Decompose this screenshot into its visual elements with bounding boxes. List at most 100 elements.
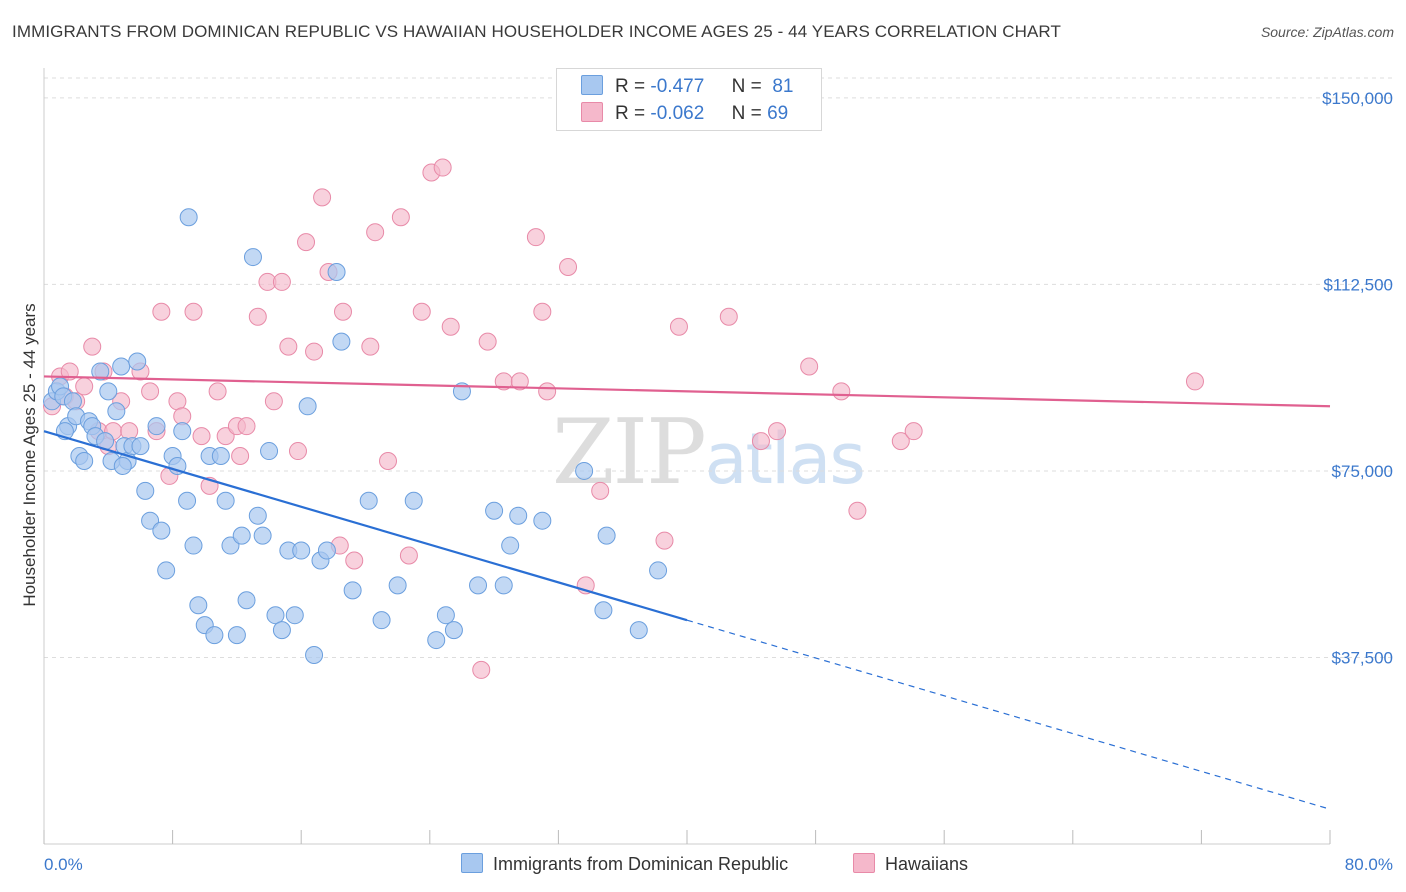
data-point-hawaiians [264, 392, 283, 411]
data-point-hawaiians [237, 417, 256, 436]
data-point-hawaiians [832, 382, 851, 401]
data-point-hawaiians [848, 501, 867, 520]
data-point-hawaiians [192, 427, 211, 446]
data-point-dominican [272, 621, 291, 640]
data-point-hawaiians [1185, 372, 1204, 391]
data-point-dominican [649, 561, 668, 580]
data-point-hawaiians [533, 302, 552, 321]
trend-line-dominican [43, 430, 688, 622]
data-point-dominican [107, 402, 126, 421]
x-tick-label: 80.0% [1345, 855, 1393, 874]
data-point-dominican [173, 422, 192, 441]
data-point-hawaiians [60, 362, 79, 381]
data-point-dominican [292, 541, 311, 560]
bottom-legend-label-hawaiians: Hawaiians [885, 854, 969, 874]
data-point-dominican [63, 392, 82, 411]
y-tick-label: $37,500 [1332, 648, 1393, 667]
data-point-hawaiians [216, 427, 235, 446]
data-point-hawaiians [719, 307, 738, 326]
data-point-hawaiians [559, 258, 578, 277]
data-point-dominican [332, 332, 351, 351]
data-point-dominican [494, 576, 513, 595]
data-point-dominican [629, 621, 648, 640]
data-point-dominican [179, 208, 198, 227]
data-point-dominican [152, 521, 171, 540]
data-point-dominican [221, 536, 240, 555]
bottom-legend-hawaiians: Hawaiians [853, 853, 968, 875]
data-point-dominican [189, 596, 208, 615]
data-point-dominican [178, 491, 197, 510]
data-point-hawaiians [333, 302, 352, 321]
legend-n-label: N = [731, 76, 762, 97]
data-point-dominican [147, 417, 166, 436]
data-point-hawaiians [526, 228, 545, 247]
data-point-hawaiians [433, 158, 452, 177]
data-point-hawaiians [272, 272, 291, 291]
data-point-hawaiians [669, 317, 688, 336]
y-tick-label: $150,000 [1322, 89, 1393, 108]
data-point-dominican [157, 561, 176, 580]
data-point-dominican [317, 541, 336, 560]
y-tick-label: $75,000 [1332, 462, 1393, 481]
data-point-hawaiians [441, 317, 460, 336]
data-point-dominican [184, 536, 203, 555]
bottom-swatch-hawaiians [853, 853, 875, 873]
data-point-dominican [113, 456, 132, 475]
correlation-legend: R = -0.477 N = 81 R = -0.062 N = 69 [556, 68, 822, 131]
data-point-dominican [253, 526, 272, 545]
data-point-dominican [327, 262, 346, 281]
data-point-dominican [211, 447, 230, 466]
legend-r-label: R = [615, 103, 646, 124]
axis-labels: $37,500 $75,000 $112,500 $150,000 0.0% 80.0% H… [20, 89, 1393, 874]
data-point-dominican [509, 506, 528, 525]
data-point-dominican [388, 576, 407, 595]
y-tick-label: $112,500 [1323, 275, 1393, 294]
legend-r-value-hawaiians: -0.062 [650, 103, 705, 124]
legend-row-hawaiians: R = -0.062 N = 69 [581, 102, 788, 126]
watermark-zip: ZIP [552, 400, 707, 505]
dominican-points [43, 208, 668, 664]
data-point-dominican [136, 481, 155, 500]
legend-n-label: N = [731, 103, 762, 124]
trend-lines [43, 375, 1331, 810]
data-point-hawaiians [141, 382, 160, 401]
data-point-hawaiians [472, 660, 491, 679]
data-point-hawaiians [655, 531, 674, 550]
data-point-dominican [372, 611, 391, 630]
data-point-hawaiians [379, 452, 398, 470]
data-point-dominican [285, 606, 304, 625]
data-point-dominican [444, 621, 463, 640]
data-point-dominican [305, 645, 324, 664]
data-point-dominican [597, 526, 616, 545]
grid-lines [44, 77, 1396, 658]
data-point-dominican [343, 581, 362, 600]
data-point-hawaiians [399, 546, 418, 565]
data-point-hawaiians [152, 302, 171, 321]
data-point-hawaiians [288, 442, 307, 461]
data-point-dominican [141, 511, 160, 530]
data-point-hawaiians [313, 188, 332, 207]
data-point-dominican [427, 631, 446, 650]
data-point-dominican [75, 452, 94, 470]
data-point-dominican [404, 491, 423, 510]
data-point-hawaiians [75, 377, 94, 396]
legend-swatch-hawaiians [581, 102, 603, 122]
data-point-hawaiians [345, 551, 364, 570]
legend-r-value-dominican: -0.477 [650, 76, 705, 97]
data-point-dominican [248, 506, 267, 525]
x-tick-label: 0.0% [44, 855, 83, 874]
data-point-hawaiians [904, 422, 923, 441]
trend-line-hawaiians [43, 375, 1331, 408]
data-point-dominican [533, 511, 552, 530]
data-point-dominican [99, 382, 118, 401]
data-point-hawaiians [366, 223, 385, 242]
data-point-hawaiians [279, 337, 298, 356]
data-point-hawaiians [412, 302, 431, 321]
axes [43, 68, 1331, 845]
data-point-dominican [112, 357, 131, 376]
data-point-hawaiians [184, 302, 203, 321]
data-point-hawaiians [168, 392, 187, 411]
data-point-dominican [436, 606, 455, 625]
data-point-hawaiians [891, 432, 910, 451]
